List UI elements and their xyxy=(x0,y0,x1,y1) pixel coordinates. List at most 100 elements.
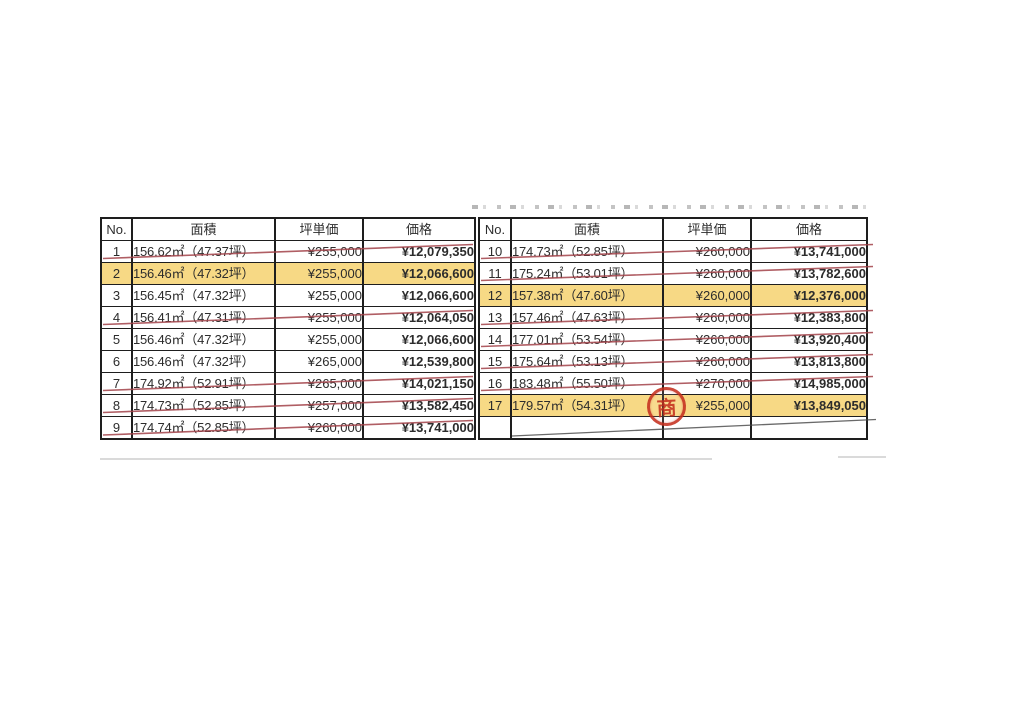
price-tables-container: No. 面積 坪単価 価格 1 156.62㎡（47.37坪） ¥255,000 ¥1… xyxy=(100,217,877,440)
table-row: 10 174.73㎡（52.85坪） ¥260,000 ¥13,741,000 xyxy=(478,240,868,263)
table-row: 9 174.74㎡（52.85坪） ¥260,000 ¥13,741,000 xyxy=(100,416,476,440)
cell-empty xyxy=(750,416,868,440)
cell-no: 11 xyxy=(478,262,512,285)
cell-no: 16 xyxy=(478,372,512,395)
column-header-price: 価格 xyxy=(362,217,476,241)
cell-unit: ¥260,000 xyxy=(662,350,752,373)
cell-no: 14 xyxy=(478,328,512,351)
cell-no: 3 xyxy=(100,284,133,307)
cell-unit: ¥260,000 xyxy=(662,328,752,351)
header-row: No. 面積 坪単価 価格 xyxy=(100,217,476,241)
column-header-area: 面積 xyxy=(510,217,664,241)
cell-no: 9 xyxy=(100,416,133,440)
cell-unit: ¥260,000 xyxy=(274,416,364,440)
column-header-area: 面積 xyxy=(131,217,276,241)
cell-area: 174.74㎡（52.85坪） xyxy=(131,416,276,440)
cell-area: 157.38㎡（47.60坪） xyxy=(510,284,664,307)
cell-unit: ¥260,000 xyxy=(662,240,752,263)
cell-price: ¥12,539,800 xyxy=(362,350,476,373)
table-row: 17 179.57㎡（54.31坪） ¥255,000 ¥13,849,050 xyxy=(478,394,868,417)
column-header-price: 価格 xyxy=(750,217,868,241)
table-row: 1 156.62㎡（47.37坪） ¥255,000 ¥12,079,350 xyxy=(100,240,476,263)
table-row: 7 174.92㎡（52.91坪） ¥265,000 ¥14,021,150 xyxy=(100,372,476,395)
cell-no: 4 xyxy=(100,306,133,329)
cell-no: 17 xyxy=(478,394,512,417)
cell-price: ¥13,582,450 xyxy=(362,394,476,417)
cell-empty xyxy=(478,416,512,440)
cell-no: 12 xyxy=(478,284,512,307)
cell-area: 183.48㎡（55.50坪） xyxy=(510,372,664,395)
cell-unit: ¥255,000 xyxy=(274,306,364,329)
table-row: 14 177.01㎡（53.54坪） ¥260,000 ¥13,920,400 xyxy=(478,328,868,351)
cell-area: 156.46㎡（47.32坪） xyxy=(131,328,276,351)
cell-price: ¥13,782,600 xyxy=(750,262,868,285)
faded-text-remnant xyxy=(472,205,874,209)
cell-area: 179.57㎡（54.31坪） xyxy=(510,394,664,417)
table-row: 15 175.64㎡（53.13坪） ¥260,000 ¥13,813,800 xyxy=(478,350,868,373)
column-header-no: No. xyxy=(100,217,133,241)
scan-artifact-line xyxy=(100,458,712,460)
cell-area: 157.46㎡（47.63坪） xyxy=(510,306,664,329)
cell-no: 5 xyxy=(100,328,133,351)
cell-price: ¥14,985,000 xyxy=(750,372,868,395)
cell-area: 156.46㎡（47.32坪） xyxy=(131,350,276,373)
cell-area: 174.73㎡（52.85坪） xyxy=(131,394,276,417)
cell-price: ¥12,066,600 xyxy=(362,328,476,351)
cell-price: ¥13,849,050 xyxy=(750,394,868,417)
cell-price: ¥13,741,000 xyxy=(362,416,476,440)
cell-no: 1 xyxy=(100,240,133,263)
table-row: 11 175.24㎡（53.01坪） ¥260,000 ¥13,782,600 xyxy=(478,262,868,285)
table-row: 2 156.46㎡（47.32坪） ¥255,000 ¥12,066,600 xyxy=(100,262,476,285)
cell-price: ¥13,920,400 xyxy=(750,328,868,351)
table-row: 3 156.45㎡（47.32坪） ¥255,000 ¥12,066,600 xyxy=(100,284,476,307)
cell-unit: ¥260,000 xyxy=(662,262,752,285)
table-row: 13 157.46㎡（47.63坪） ¥260,000 ¥12,383,800 xyxy=(478,306,868,329)
cell-area: 175.64㎡（53.13坪） xyxy=(510,350,664,373)
cell-price: ¥12,376,000 xyxy=(750,284,868,307)
table-row: 4 156.41㎡（47.31坪） ¥255,000 ¥12,064,050 xyxy=(100,306,476,329)
table-row: 8 174.73㎡（52.85坪） ¥257,000 ¥13,582,450 xyxy=(100,394,476,417)
stamp-character: 商 xyxy=(656,396,678,421)
cell-unit: ¥255,000 xyxy=(274,240,364,263)
cell-price: ¥14,021,150 xyxy=(362,372,476,395)
cell-no: 2 xyxy=(100,262,133,285)
table-row: 5 156.46㎡（47.32坪） ¥255,000 ¥12,066,600 xyxy=(100,328,476,351)
cell-area: 174.73㎡（52.85坪） xyxy=(510,240,664,263)
cell-area: 177.01㎡（53.54坪） xyxy=(510,328,664,351)
cell-unit: ¥260,000 xyxy=(662,306,752,329)
cell-unit: ¥257,000 xyxy=(274,394,364,417)
cell-unit: ¥260,000 xyxy=(662,284,752,307)
price-table-left: No. 面積 坪単価 価格 1 156.62㎡（47.37坪） ¥255,000 ¥1… xyxy=(100,217,476,440)
scan-artifact-line xyxy=(838,456,886,458)
cell-unit: ¥255,000 xyxy=(274,284,364,307)
cell-no: 6 xyxy=(100,350,133,373)
cell-area: 175.24㎡（53.01坪） xyxy=(510,262,664,285)
column-header-no: No. xyxy=(478,217,512,241)
table-row: 6 156.46㎡（47.32坪） ¥265,000 ¥12,539,800 xyxy=(100,350,476,373)
cell-area: 156.62㎡（47.37坪） xyxy=(131,240,276,263)
cell-price: ¥12,383,800 xyxy=(750,306,868,329)
cell-price: ¥12,066,600 xyxy=(362,284,476,307)
cell-area: 156.46㎡（47.32坪） xyxy=(131,262,276,285)
cell-price: ¥13,813,800 xyxy=(750,350,868,373)
cell-no: 15 xyxy=(478,350,512,373)
header-row: No. 面積 坪単価 価格 xyxy=(478,217,868,241)
cell-unit: ¥255,000 xyxy=(274,328,364,351)
cell-unit: ¥255,000 xyxy=(662,394,752,417)
column-header-unit-price: 坪単価 xyxy=(274,217,364,241)
cell-area: 156.41㎡（47.31坪） xyxy=(131,306,276,329)
cell-price: ¥12,066,600 xyxy=(362,262,476,285)
cell-area: 156.45㎡（47.32坪） xyxy=(131,284,276,307)
cell-unit: ¥265,000 xyxy=(274,350,364,373)
cell-unit: ¥265,000 xyxy=(274,372,364,395)
cell-empty xyxy=(510,416,664,440)
cell-no: 10 xyxy=(478,240,512,263)
cell-price: ¥12,079,350 xyxy=(362,240,476,263)
column-header-unit-price: 坪単価 xyxy=(662,217,752,241)
cell-no: 8 xyxy=(100,394,133,417)
table-row: 12 157.38㎡（47.60坪） ¥260,000 ¥12,376,000 xyxy=(478,284,868,307)
cell-price: ¥13,741,000 xyxy=(750,240,868,263)
cell-no: 13 xyxy=(478,306,512,329)
cell-price: ¥12,064,050 xyxy=(362,306,476,329)
